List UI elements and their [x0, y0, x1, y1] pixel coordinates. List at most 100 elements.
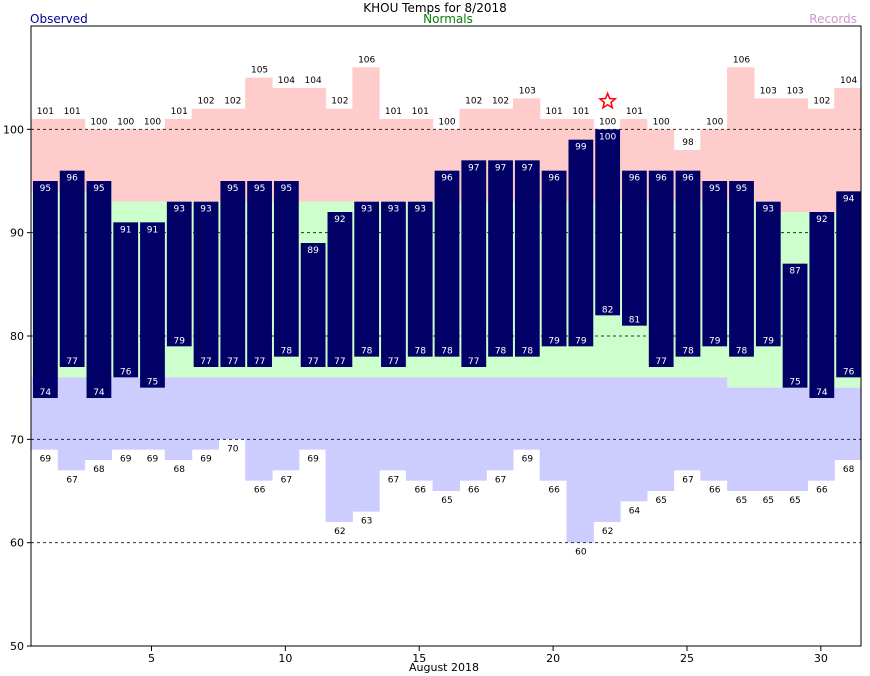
- records-label: Records: [809, 12, 857, 26]
- record-low-band: [807, 387, 835, 481]
- record-low-label: 62: [602, 527, 613, 537]
- record-low-label: 65: [736, 496, 747, 506]
- observed-low-label: 78: [736, 347, 748, 357]
- record-low-label: 69: [307, 455, 319, 465]
- record-high-band: [352, 67, 380, 202]
- record-low-band: [271, 377, 300, 471]
- x-tick-label: 25: [680, 652, 694, 665]
- observed-low-label: 78: [281, 347, 293, 357]
- x-axis-label: August 2018: [409, 661, 479, 674]
- observed-bar: [461, 160, 487, 367]
- observed-low-label: 78: [495, 347, 507, 357]
- record-high-label: 100: [90, 117, 107, 127]
- record-low-label: 65: [441, 496, 452, 506]
- record-high-label: 100: [653, 117, 670, 127]
- record-low-band: [566, 377, 594, 543]
- observed-high-label: 96: [66, 174, 78, 184]
- observed-high-label: 96: [682, 174, 694, 184]
- record-low-band: [138, 377, 166, 450]
- observed-low-label: 76: [120, 367, 132, 377]
- record-high-label: 100: [117, 117, 134, 127]
- record-high-label: 103: [786, 86, 803, 96]
- record-low-band: [512, 377, 541, 450]
- observed-high-label: 95: [736, 184, 747, 194]
- record-low-band: [218, 377, 246, 440]
- observed-low-label: 77: [334, 357, 345, 367]
- record-low-band: [405, 377, 434, 481]
- record-low-band: [486, 377, 514, 471]
- record-high-band: [138, 129, 166, 202]
- observed-bar: [729, 181, 754, 357]
- y-tick-label: 60: [10, 537, 24, 550]
- record-low-band: [459, 377, 487, 481]
- record-high-label: 100: [144, 117, 161, 127]
- record-high-label: 101: [412, 107, 429, 117]
- record-high-label: 101: [572, 107, 589, 117]
- record-high-band: [379, 119, 407, 202]
- record-high-band: [31, 119, 59, 192]
- record-star-icon: [598, 91, 618, 110]
- y-tick-label: 70: [10, 433, 24, 446]
- record-high-band: [191, 108, 220, 202]
- record-high-label: 100: [599, 117, 616, 127]
- observed-bar: [622, 170, 647, 326]
- record-high-band: [245, 77, 273, 202]
- record-low-label: 66: [254, 486, 266, 496]
- observed-low-label: 79: [575, 336, 587, 346]
- record-low-label: 66: [548, 486, 560, 496]
- record-low-band: [298, 377, 327, 450]
- observed-bar: [193, 201, 219, 367]
- record-high-band: [325, 108, 353, 202]
- chart-title: KHOU Temps for 8/2018: [363, 1, 507, 15]
- record-low-band: [245, 377, 273, 481]
- observed-bar: [59, 170, 85, 367]
- observed-low-label: 82: [602, 305, 613, 315]
- observed-high-label: 89: [307, 246, 319, 256]
- record-high-band: [807, 108, 835, 212]
- observed-bar: [434, 170, 460, 357]
- record-low-label: 60: [575, 548, 587, 558]
- record-low-label: 69: [120, 455, 132, 465]
- observed-low-label: 74: [93, 388, 105, 398]
- observed-bar: [702, 181, 728, 347]
- record-low-label: 67: [281, 475, 292, 485]
- record-high-label: 103: [519, 86, 536, 96]
- record-high-label: 101: [626, 107, 643, 117]
- x-tick-label: 20: [546, 652, 560, 665]
- observed-low-label: 77: [307, 357, 318, 367]
- record-high-label: 102: [197, 97, 214, 107]
- observed-bar: [354, 201, 380, 357]
- observed-high-label: 95: [254, 184, 265, 194]
- record-low-band: [700, 377, 728, 481]
- record-low-band: [646, 377, 675, 491]
- record-low-label: 65: [789, 496, 800, 506]
- observed-high-label: 95: [40, 184, 51, 194]
- y-tick-label: 50: [10, 640, 24, 653]
- axes-layer: 50 60 70 80 90 100 5 10 15 20 25 30: [3, 25, 862, 665]
- record-low-label: 65: [655, 496, 666, 506]
- y-tick-label: 100: [3, 123, 24, 136]
- observed-low-label: 78: [522, 347, 534, 357]
- record-high-label: 102: [465, 97, 482, 107]
- observed-bar: [327, 212, 353, 367]
- observed-bar: [33, 181, 58, 398]
- record-high-label: 100: [706, 117, 723, 127]
- record-high-label: 101: [546, 107, 563, 117]
- observed-high-label: 95: [93, 184, 104, 194]
- observed-bar: [86, 181, 112, 398]
- observed-high-label: 96: [629, 174, 641, 184]
- record-low-label: 66: [816, 486, 828, 496]
- record-high-label: 100: [438, 117, 455, 127]
- record-high-label: 104: [840, 76, 857, 86]
- record-low-label: 67: [682, 475, 693, 485]
- record-high-band: [111, 129, 139, 202]
- observed-high-label: 100: [599, 132, 616, 142]
- observed-low-label: 76: [843, 367, 855, 377]
- record-low-label: 67: [388, 475, 399, 485]
- observed-high-label: 97: [495, 163, 506, 173]
- observed-high-label: 94: [843, 194, 855, 204]
- record-high-label: 102: [224, 97, 241, 107]
- observed-label: Observed: [30, 12, 88, 26]
- record-high-band: [298, 88, 327, 202]
- normals-label: Normals: [423, 12, 473, 26]
